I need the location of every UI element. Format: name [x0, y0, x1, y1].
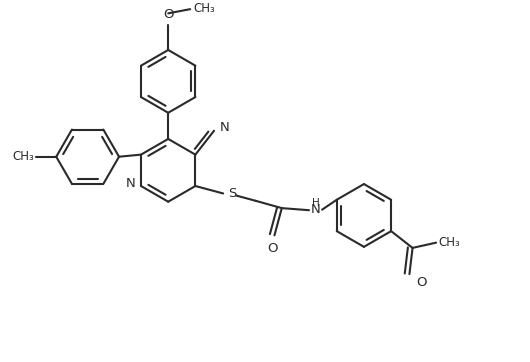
Text: N: N [219, 121, 229, 134]
Text: CH₃: CH₃ [193, 1, 215, 14]
Text: O: O [416, 276, 427, 289]
Text: CH₃: CH₃ [439, 236, 461, 249]
Text: H: H [312, 198, 320, 207]
Text: S: S [228, 187, 236, 200]
Text: N: N [126, 177, 136, 190]
Text: O: O [267, 242, 278, 255]
Text: CH₃: CH₃ [13, 150, 34, 163]
Text: O: O [163, 8, 173, 21]
Text: N: N [311, 203, 321, 216]
